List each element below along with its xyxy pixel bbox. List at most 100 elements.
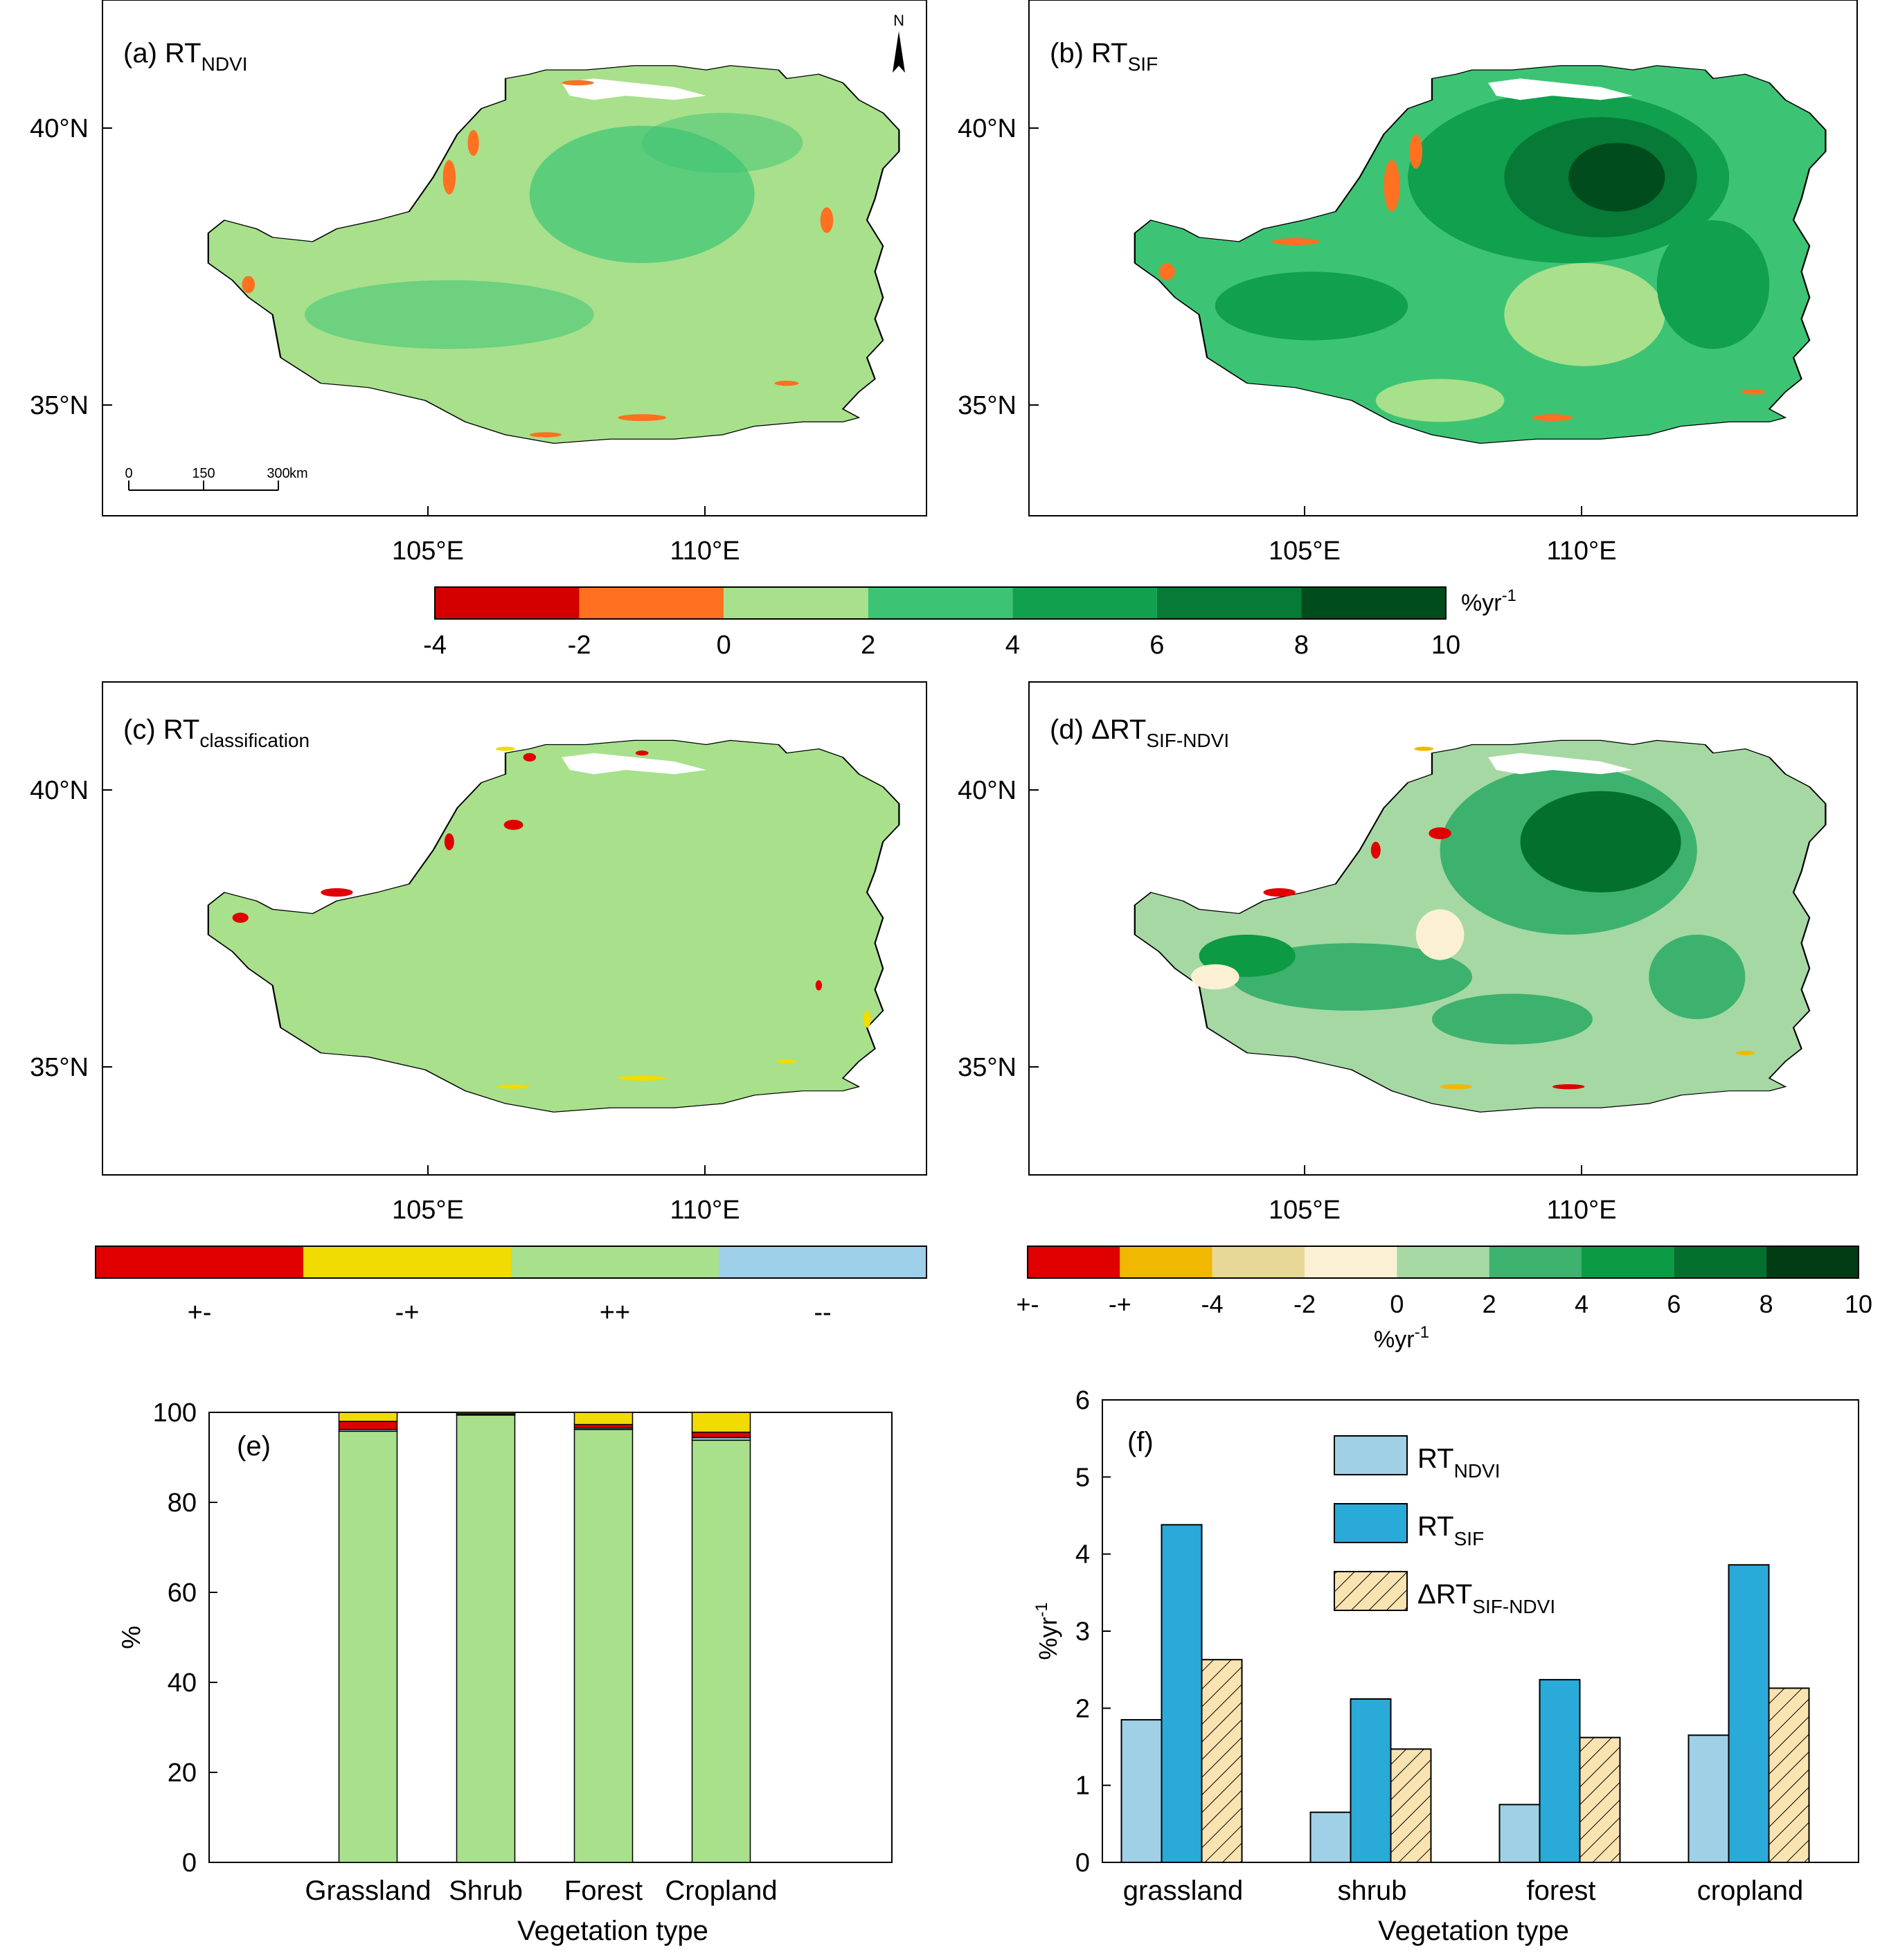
chart-f-legend-label: ΔRTSIF-NDVI [1417, 1579, 1555, 1617]
chart-e-ytick-label: 40 [168, 1669, 197, 1698]
chart-f-category-label: shrub [1337, 1876, 1406, 1906]
colorbar-delta-segment [1028, 1246, 1120, 1278]
colorbar-class-frame [95, 1246, 927, 1279]
chart-f-legend-label: RTNDVI [1417, 1444, 1501, 1482]
colorbar-delta-frame [1027, 1246, 1859, 1279]
chart-f-ytick-label: 2 [1075, 1694, 1090, 1723]
colorbar-delta-label: 0 [1390, 1290, 1404, 1318]
chart-f-legend-label: RTSIF [1417, 1511, 1484, 1549]
north-arrow: N [893, 12, 905, 73]
chart-f-bar [1498, 1804, 1541, 1863]
chart-f-ytick-label: 0 [1075, 1849, 1090, 1878]
map-panel-b: (b) RTSIF [1029, 0, 1857, 516]
chart-f-category-label: cropland [1697, 1876, 1803, 1906]
chart-e-bar-segment [338, 1412, 398, 1422]
scalebar-tick: 0 [125, 466, 132, 481]
chart-e-ytick-label: 80 [168, 1489, 197, 1518]
colorbar-rt-tick: -4 [423, 631, 447, 660]
chart-e-bar-segment [338, 1421, 398, 1430]
panel-title-c: (c) RTclassification [123, 714, 310, 751]
colorbar-rt-segment [1156, 587, 1302, 619]
chart-e-category-label: Cropland [665, 1876, 777, 1906]
chart-f-ylabel: %yr-1 [1032, 1602, 1062, 1660]
lon-tick-a-110: 110°E [670, 537, 740, 566]
chart-e-ytick-label: 20 [168, 1759, 197, 1788]
colorbar-rt-segment [1012, 587, 1157, 619]
chart-e-ytick-label: 0 [182, 1849, 197, 1878]
colorbar-rt-segment [1301, 587, 1446, 619]
lat-tick-a-40: 40°N [30, 114, 89, 143]
colorbar-rt-tick: 8 [1294, 631, 1309, 660]
scalebar-tick: 150 [192, 466, 215, 481]
colorbar-class-segment [96, 1246, 303, 1278]
colorbar-rt-segment [579, 587, 724, 619]
colorbar-delta-label: -4 [1201, 1290, 1224, 1318]
lat-tick-d-35: 35°N [958, 1053, 1017, 1082]
lat-tick-a-35: 35°N [30, 391, 89, 420]
colorbar-delta-label: 6 [1667, 1290, 1681, 1318]
colorbar-delta-segment [1766, 1246, 1859, 1278]
chart-e-bar-segment [456, 1414, 516, 1863]
chart-f-grouped: 0 1 2 3 4 5 6 %yr-1 (f) grassland shrub forest cropl… [1032, 1386, 1859, 1946]
colorbar-delta-unit: %yr-1 [1374, 1323, 1429, 1353]
lat-tick-c-35: 35°N [30, 1053, 89, 1082]
chart-e-category-label: Shrub [449, 1876, 523, 1906]
chart-e-bar-segment [691, 1431, 751, 1439]
colorbar-delta-label: 10 [1845, 1290, 1872, 1318]
chart-f-legend-swatch [1334, 1435, 1408, 1475]
chart-e-bar-segment [573, 1412, 634, 1426]
colorbar-classification: +- -+ ++ -- [95, 1246, 927, 1327]
chart-f-category-label: grassland [1123, 1876, 1243, 1906]
north-label: N [893, 12, 904, 29]
map-panel-c: (c) RTclassification [102, 682, 926, 1175]
colorbar-delta-label: 4 [1575, 1290, 1588, 1318]
colorbar-rt-segment [868, 587, 1013, 619]
map-panel-a: N 0 150 300 km (a) RTNDVI [102, 0, 926, 516]
chart-e-bar-segment [338, 1430, 398, 1863]
panel-title-d: (d) ΔRTSIF-NDVI [1050, 714, 1229, 751]
chart-f-xlabel: Vegetation type [1378, 1916, 1569, 1946]
map-panel-d: (d) ΔRTSIF-NDVI [1029, 682, 1857, 1175]
colorbar-delta: +- -+ -4 -2 0 2 4 6 8 10 %yr-1 [1016, 1246, 1872, 1353]
lon-tick-d-105: 105°E [1269, 1196, 1341, 1225]
colorbar-delta-segment [1397, 1246, 1489, 1278]
chart-f-ytick-label: 6 [1075, 1386, 1090, 1415]
chart-f-ytick-label: 4 [1075, 1540, 1090, 1570]
colorbar-delta-label: -+ [1109, 1290, 1131, 1318]
chart-e-bar-segment [573, 1423, 634, 1429]
colorbar-class-label: -- [814, 1298, 831, 1327]
colorbar-class-label: -+ [395, 1298, 420, 1327]
chart-e-category-label: Forest [564, 1876, 643, 1906]
colorbar-rt-tick: 6 [1149, 631, 1164, 660]
lon-tick-b-105: 105°E [1269, 537, 1341, 566]
scale-bar: 0 150 300 km [125, 466, 308, 491]
chart-f-panel-label: (f) [1127, 1427, 1154, 1457]
chart-f-bar [1539, 1679, 1581, 1863]
colorbar-delta-segment [1582, 1246, 1674, 1278]
colorbar-rt-segment [435, 587, 580, 619]
colorbar-class-label: +- [188, 1298, 212, 1327]
chart-e-bar-segment [456, 1412, 516, 1414]
lon-tick-c-110: 110°E [670, 1196, 740, 1225]
colorbar-class-label: ++ [600, 1298, 630, 1327]
colorbar-rt-segment [724, 587, 868, 619]
colorbar-class-segment [303, 1246, 511, 1278]
chart-f-bar [1350, 1698, 1392, 1864]
panel-title-a: (a) RTNDVI [123, 38, 248, 75]
scalebar-unit: km [289, 466, 308, 481]
colorbar-delta-segment [1305, 1246, 1397, 1278]
chart-e-ytick-label: 60 [168, 1579, 197, 1608]
colorbar-rt-tick: 0 [717, 631, 731, 660]
chart-f-bar [1390, 1748, 1432, 1864]
colorbar-rt-frame [434, 586, 1447, 620]
chart-e-category-label: Grassland [305, 1876, 431, 1906]
lat-tick-b-40: 40°N [958, 114, 1017, 143]
chart-e-panel-label: (e) [237, 1431, 271, 1462]
chart-f-bar [1579, 1736, 1621, 1863]
chart-f-bar [1768, 1687, 1810, 1864]
lat-tick-c-40: 40°N [30, 776, 89, 805]
colorbar-class-segment [719, 1246, 926, 1278]
colorbar-delta-label: 8 [1760, 1290, 1773, 1318]
colorbar-class-segment [511, 1246, 719, 1278]
